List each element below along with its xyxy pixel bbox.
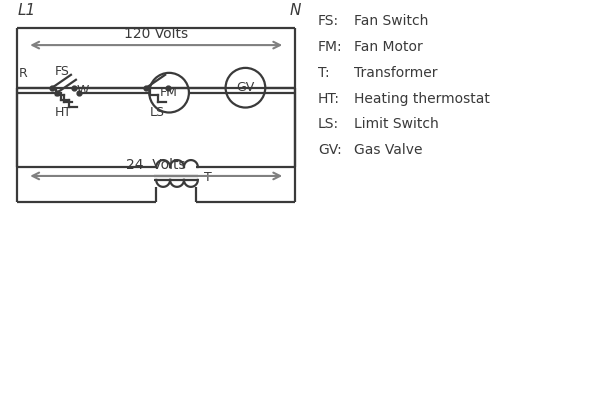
- Text: Heating thermostat: Heating thermostat: [355, 92, 490, 106]
- Text: W: W: [77, 84, 89, 97]
- Text: FM:: FM:: [318, 40, 342, 54]
- Text: Fan Motor: Fan Motor: [355, 40, 423, 54]
- Text: FS: FS: [55, 65, 70, 78]
- Text: L1: L1: [18, 3, 35, 18]
- Text: T:: T:: [318, 66, 329, 80]
- Text: N: N: [289, 3, 301, 18]
- Text: Gas Valve: Gas Valve: [355, 143, 423, 157]
- Text: T: T: [204, 172, 212, 184]
- Text: Limit Switch: Limit Switch: [355, 117, 439, 131]
- Text: R: R: [18, 67, 27, 80]
- Text: LS:: LS:: [318, 117, 339, 131]
- Text: Transformer: Transformer: [355, 66, 438, 80]
- Text: HT:: HT:: [318, 92, 340, 106]
- Text: FM: FM: [160, 86, 178, 99]
- Text: HT: HT: [54, 106, 71, 118]
- Text: GV: GV: [237, 81, 254, 94]
- Text: 120 Volts: 120 Volts: [124, 27, 188, 41]
- Text: FS:: FS:: [318, 14, 339, 28]
- Text: Fan Switch: Fan Switch: [355, 14, 429, 28]
- Text: 24  Volts: 24 Volts: [126, 158, 186, 172]
- Text: GV:: GV:: [318, 143, 342, 157]
- Text: LS: LS: [150, 106, 165, 118]
